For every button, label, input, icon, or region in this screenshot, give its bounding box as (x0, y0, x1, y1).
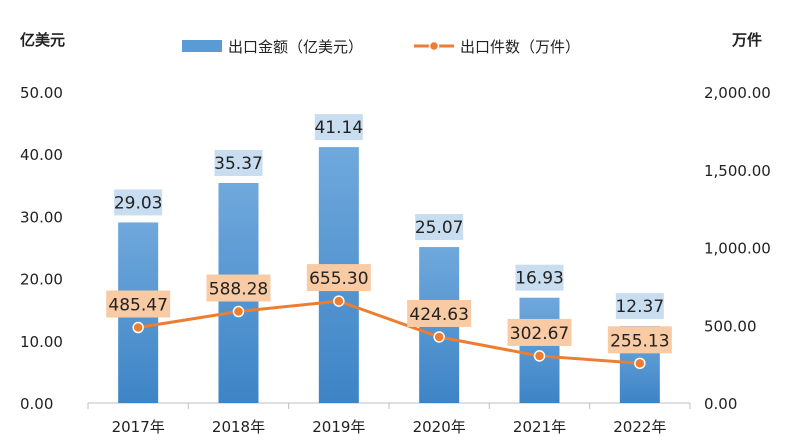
line-point (634, 357, 646, 370)
bar-data-label-box (615, 293, 664, 320)
line-data-label-box (607, 326, 672, 354)
bar-data-label-box (415, 214, 464, 241)
bar-data-label: 16.93 (515, 269, 564, 289)
line-data-label-box (306, 264, 371, 292)
line-data-label-box (407, 299, 472, 327)
left-axis-unit: 亿美元 (20, 31, 65, 49)
line-point (232, 305, 245, 318)
legend-line-marker (428, 40, 440, 52)
line-point (333, 295, 345, 307)
left-axis-tick: 20.00 (20, 271, 63, 289)
legend-line-label: 出口件数（万件） (460, 38, 580, 56)
x-axis-category-label: 2017年 (112, 418, 165, 436)
right-axis-tick: 2,000.00 (704, 84, 771, 102)
x-axis-category-label: 2019年 (312, 418, 365, 436)
bar-data-label-box (114, 189, 163, 216)
left-axis-tick: 10.00 (20, 333, 63, 351)
line-data-label: 485.47 (108, 296, 167, 316)
x-axis-category-label: 2020年 (413, 418, 466, 436)
bar-data-label-box (515, 264, 564, 291)
line-data-label-box (106, 290, 171, 318)
plot-area: 0.00 10.00 20.00 30.00 40.00 50.00 0.00 500.00 1… (20, 84, 771, 436)
line-data-label: 302.67 (510, 324, 569, 344)
x-axis-category-label: 2022年 (613, 418, 666, 436)
right-axis-tick: 500.00 (704, 317, 757, 335)
bar-data-label: 25.07 (415, 218, 464, 238)
right-axis-tick: 1,500.00 (704, 162, 771, 180)
line-data-label-box (206, 274, 271, 302)
right-axis-tick: 1,000.00 (704, 240, 771, 258)
legend-bar-label: 出口金额（亿美元） (228, 38, 363, 56)
left-axis-tick: 30.00 (20, 208, 63, 226)
x-axis-category-label: 2021年 (513, 418, 566, 436)
bar-data-label: 29.03 (114, 193, 163, 213)
line-data-label: 255.13 (610, 331, 669, 351)
line-series (137, 299, 640, 365)
bar-data-label: 41.14 (314, 118, 363, 138)
line-data-label: 424.63 (409, 305, 468, 325)
left-axis-tick: 50.00 (20, 84, 63, 102)
legend-bar-swatch (182, 40, 222, 52)
bar-data-label-box (314, 114, 363, 141)
line-data-label: 588.28 (209, 280, 268, 300)
bar-data-label-box (214, 149, 263, 176)
line-point (533, 350, 546, 362)
x-axis-category-label: 2018年 (212, 418, 265, 436)
left-axis-tick: 0.00 (20, 395, 53, 413)
right-axis-tick: 0.00 (704, 395, 737, 413)
line-point (433, 331, 445, 343)
left-axis-tick: 40.00 (20, 146, 63, 164)
line-data-label-box (507, 318, 572, 346)
legend: 出口金额（亿美元） 出口件数（万件） (182, 38, 580, 56)
line-point (132, 321, 144, 334)
right-axis-unit: 万件 (731, 31, 762, 49)
line-data-label: 655.30 (309, 269, 368, 289)
bar-data-label: 12.37 (615, 297, 664, 317)
bar-data-label: 35.37 (214, 154, 263, 174)
